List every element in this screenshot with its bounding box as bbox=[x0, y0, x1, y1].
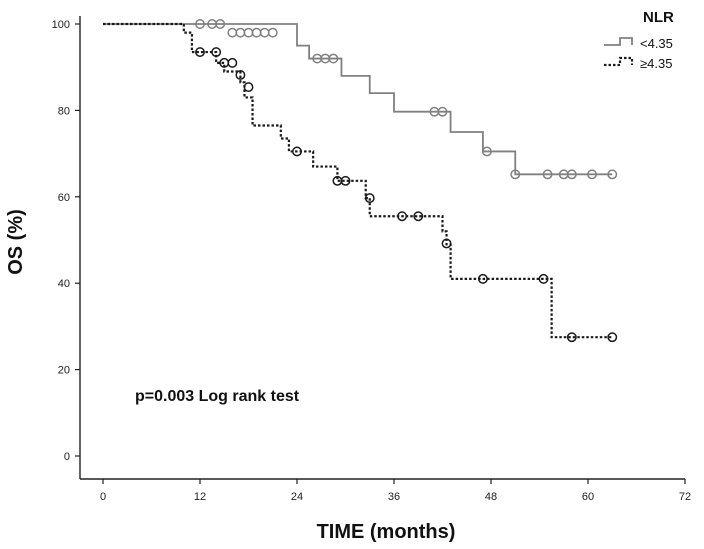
y-tick-label: 80 bbox=[58, 105, 70, 117]
censor-mark bbox=[267, 27, 278, 38]
x-ticks: 0 12 24 36 48 60 72 bbox=[100, 479, 691, 503]
censor-mark bbox=[328, 53, 339, 64]
censor-mark bbox=[542, 169, 553, 180]
x-tick-label: 48 bbox=[485, 491, 497, 503]
y-ticks: 0 20 40 60 80 100 bbox=[52, 19, 80, 463]
censor-mark bbox=[235, 27, 246, 38]
censor-mark bbox=[259, 27, 270, 38]
legend: NLR <4.35 ≥4.35 bbox=[604, 9, 674, 71]
censor-mark bbox=[243, 82, 254, 93]
p-value-annotation: p=0.003 Log rank test bbox=[135, 388, 300, 405]
axes bbox=[79, 16, 685, 480]
legend-label: ≥4.35 bbox=[640, 56, 672, 71]
censor-mark bbox=[215, 19, 226, 29]
x-tick-label: 36 bbox=[388, 491, 400, 503]
y-tick-label: 0 bbox=[64, 451, 70, 463]
censor-mark bbox=[227, 57, 238, 68]
censor-mark bbox=[566, 332, 577, 343]
legend-line-symbol bbox=[604, 56, 634, 67]
censor-mark bbox=[195, 47, 205, 58]
censor-mark bbox=[235, 70, 246, 80]
survival-curve-series-2 bbox=[103, 22, 613, 339]
censor-mark bbox=[607, 169, 618, 180]
x-tick-label: 72 bbox=[679, 491, 691, 503]
censor-mark bbox=[292, 146, 302, 157]
censor-mark bbox=[607, 332, 618, 343]
y-tick-label: 60 bbox=[58, 192, 70, 204]
legend-entry-1: <4.35 bbox=[604, 36, 673, 51]
survival-curve-series-1 bbox=[103, 23, 613, 176]
censor-mark bbox=[538, 273, 549, 284]
censor-mark bbox=[211, 47, 222, 58]
censor-mark bbox=[587, 169, 597, 180]
censor-mark bbox=[441, 238, 452, 249]
x-tick-label: 0 bbox=[100, 491, 106, 503]
legend-title: NLR bbox=[643, 9, 674, 26]
y-tick-label: 40 bbox=[58, 278, 70, 290]
censor-mark bbox=[510, 169, 521, 180]
x-tick-label: 12 bbox=[194, 491, 206, 503]
legend-line-symbol bbox=[604, 37, 633, 46]
censor-mark bbox=[364, 193, 375, 204]
x-tick-label: 60 bbox=[582, 491, 594, 503]
censor-mark bbox=[195, 19, 205, 29]
censor-mark bbox=[227, 27, 238, 38]
y-axis-title: OS (%) bbox=[5, 209, 27, 275]
censor-mark bbox=[477, 273, 488, 284]
censor-mark bbox=[482, 146, 492, 157]
legend-label: <4.35 bbox=[640, 36, 673, 51]
plot-area bbox=[103, 19, 618, 343]
censor-mark bbox=[243, 27, 254, 38]
x-tick-label: 24 bbox=[291, 491, 303, 503]
censor-mark bbox=[437, 106, 448, 117]
censor-mark bbox=[413, 211, 424, 222]
censor-mark bbox=[566, 169, 577, 180]
censor-mark bbox=[397, 211, 408, 222]
y-tick-label: 100 bbox=[52, 19, 70, 31]
censor-mark bbox=[340, 175, 351, 186]
censor-mark bbox=[251, 27, 262, 38]
y-tick-label: 20 bbox=[58, 365, 70, 377]
x-axis-title: TIME (months) bbox=[317, 521, 456, 543]
legend-entry-2: ≥4.35 bbox=[604, 56, 672, 71]
